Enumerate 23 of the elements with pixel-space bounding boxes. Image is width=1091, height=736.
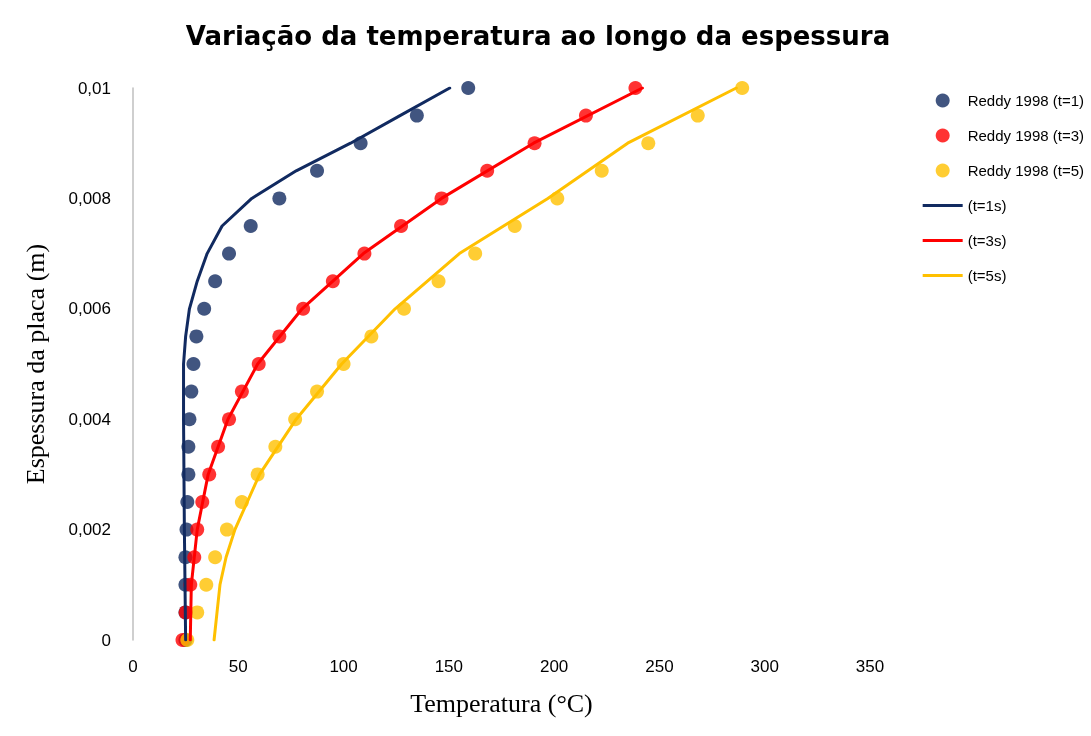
legend-label: Reddy 1998 (t=5) — [967, 162, 1084, 179]
y-tick-label: 0,01 — [77, 78, 111, 98]
y-tick-label: 0,006 — [68, 299, 111, 319]
x-tick-label: 350 — [855, 657, 885, 676]
x-tick-label: 100 — [329, 657, 358, 676]
legend-label: (t=3s) — [967, 232, 1007, 249]
x-tick-label: 150 — [434, 657, 464, 676]
x-tick-label: 300 — [750, 657, 779, 676]
x-tick-label: 0 — [128, 657, 138, 676]
legend-label: Reddy 1998 (t=3) — [967, 127, 1084, 144]
x-tick-label: 200 — [539, 657, 569, 676]
x-tick-label: 50 — [228, 657, 248, 676]
legend-label: Reddy 1998 (t=1) — [967, 92, 1084, 109]
y-tick-label: 0,004 — [68, 409, 111, 429]
legend-label: (t=1s) — [967, 197, 1007, 214]
y-tick-label: 0,008 — [68, 188, 111, 208]
x-tick-label: 250 — [645, 657, 674, 676]
y-axis-title: Espessura da placa (m) — [20, 243, 50, 485]
x-axis-title: Temperatura (°C) — [410, 688, 593, 718]
chart-title: Variação da temperatura ao longo da espessura — [185, 21, 891, 51]
y-tick-label: 0 — [101, 630, 111, 650]
legend-label: (t=5s) — [967, 267, 1007, 284]
y-tick-label: 0,002 — [68, 520, 111, 540]
